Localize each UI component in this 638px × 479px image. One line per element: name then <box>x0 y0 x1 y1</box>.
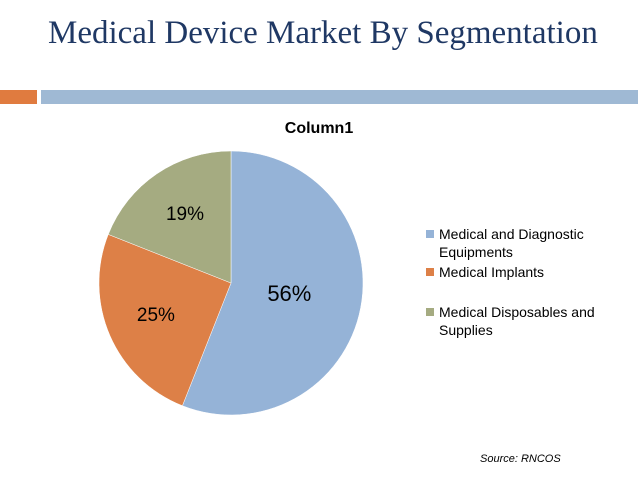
slide-title: Medical Device Market By Segmentation <box>48 15 598 51</box>
slice-label: 19% <box>165 204 204 226</box>
slice-label: 25% <box>136 304 175 326</box>
legend-label: Medical Implants <box>439 264 545 280</box>
source-note: Source: RNCOS <box>480 453 561 465</box>
accent-bar-left <box>0 90 37 104</box>
slice-equipments <box>182 150 364 416</box>
legend-swatch <box>426 230 434 238</box>
legend-item-equipments: Medical and Diagnostic Equipments <box>426 225 626 261</box>
accent-bar-right <box>41 90 638 104</box>
slice-label: 56% <box>267 281 312 307</box>
chart-title: Column1 <box>284 120 354 137</box>
slice-disposables <box>107 150 232 284</box>
legend-swatch <box>426 268 434 276</box>
legend-label: Medical Disposables and Supplies <box>439 304 595 338</box>
legend-swatch <box>426 308 434 316</box>
slice-implants <box>98 234 232 407</box>
legend-label: Medical and Diagnostic Equipments <box>439 226 584 260</box>
legend: Medical and Diagnostic Equipments Medica… <box>426 225 626 339</box>
legend-item-disposables: Medical Disposables and Supplies <box>426 303 626 339</box>
legend-item-implants: Medical Implants <box>426 263 626 281</box>
